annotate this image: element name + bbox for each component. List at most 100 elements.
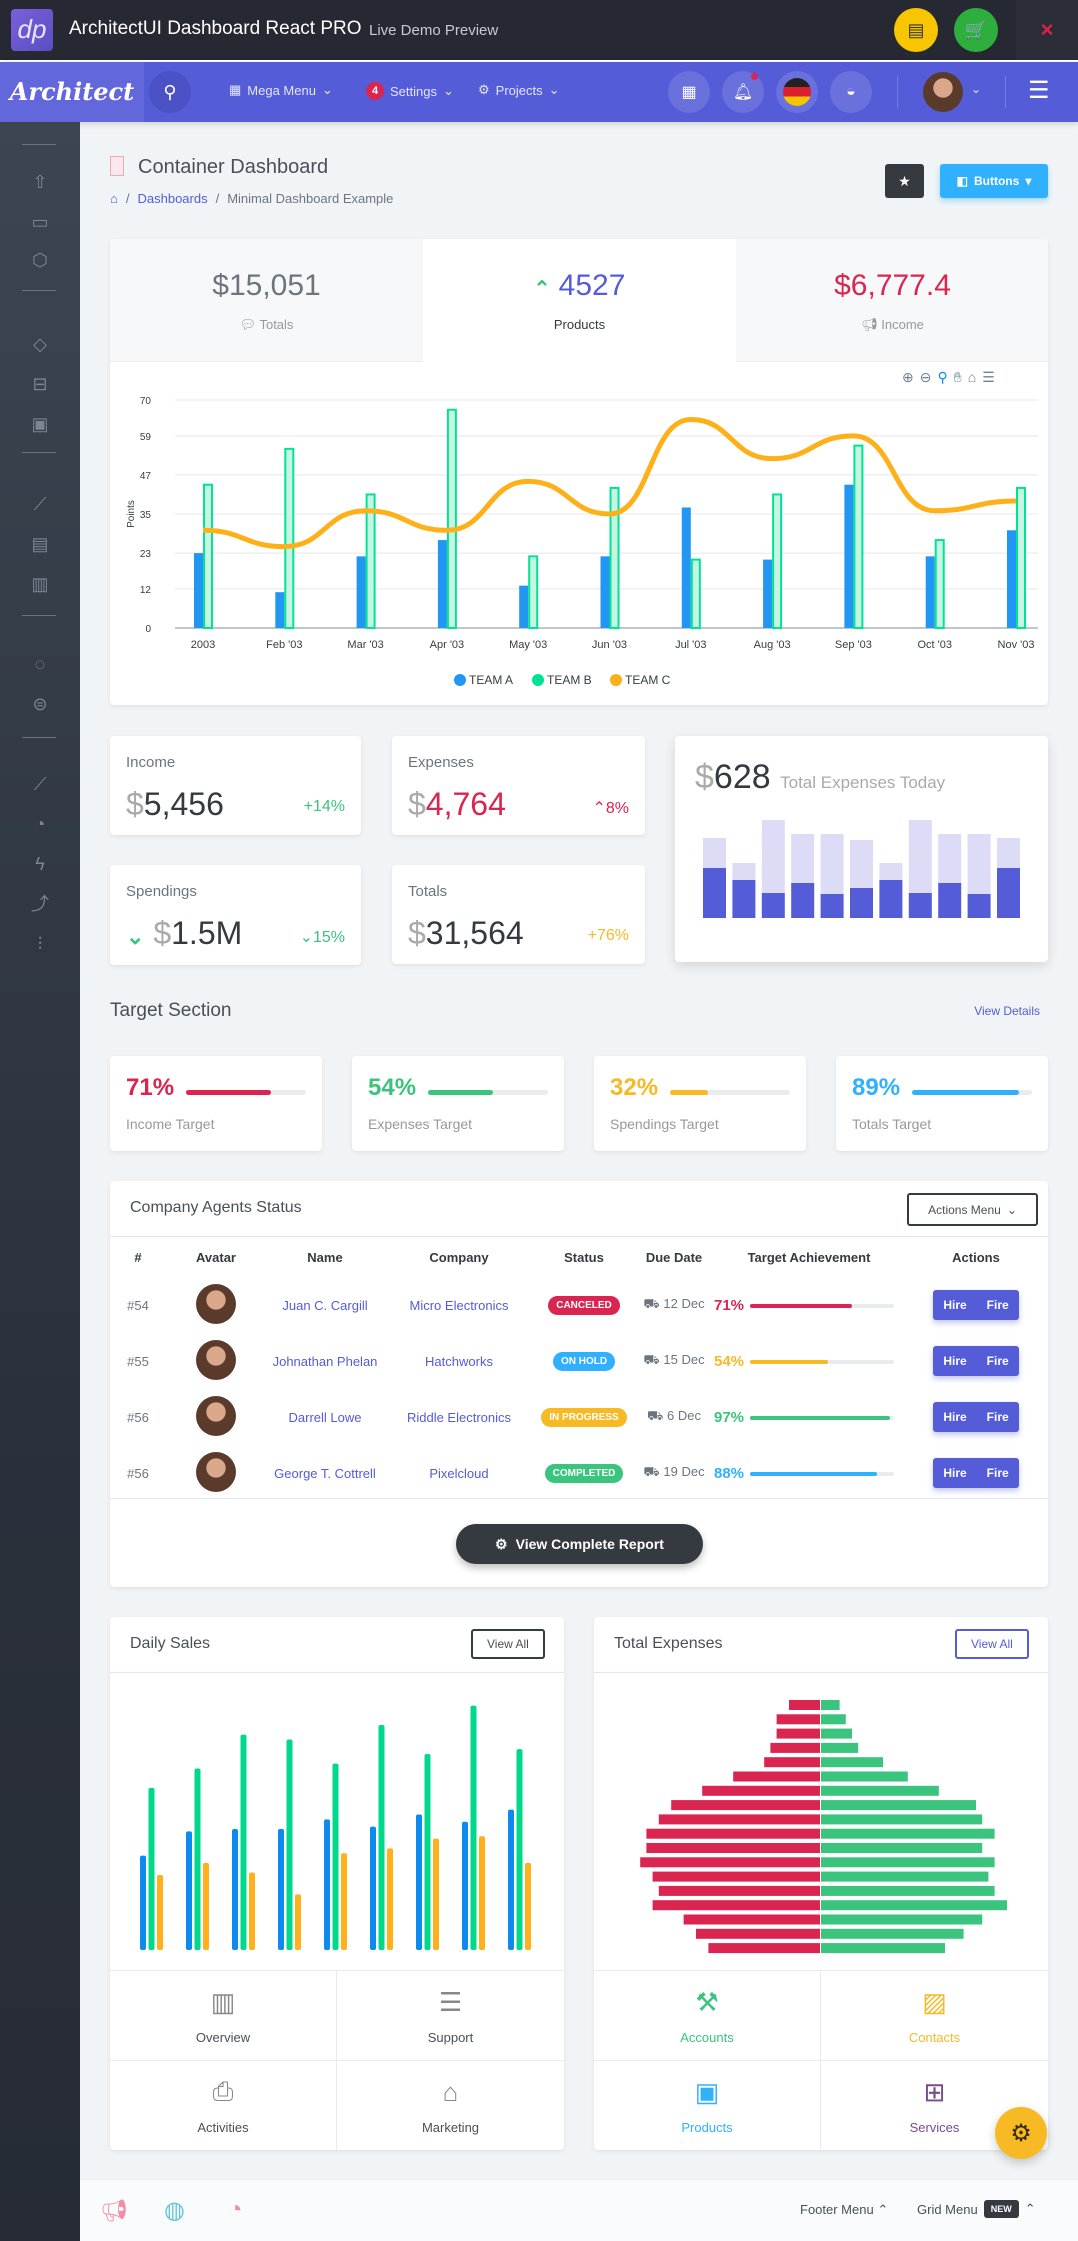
view-details-link[interactable]: View Details [974,1004,1040,1018]
company-link[interactable]: Pixelcloud [429,1465,489,1481]
view-complete-report-button[interactable]: ⚙ View Complete Report [456,1524,703,1564]
projects-menu[interactable]: ⚙ Projects ⌄ [478,82,560,98]
hire-button[interactable]: Hire [943,1410,967,1424]
bar-team-b[interactable] [772,493,783,629]
hire-button[interactable]: Hire [943,1298,967,1312]
legend-label[interactable]: TEAM C [625,673,671,687]
overview-cell[interactable]: ▥ Overview [110,1970,337,2060]
bar-team-b[interactable] [365,493,376,629]
docs-button[interactable]: ▤ [894,8,938,52]
theme-settings-button[interactable]: ⚙ [995,2107,1047,2159]
hire-button[interactable]: Hire [943,1354,967,1368]
megaphone-icon[interactable]: 📢︎ [100,2198,128,2223]
box-icon[interactable]: ⬡ [32,250,48,270]
mega-menu[interactable]: ▦ Mega Menu ⌄ [229,82,333,98]
bar-team-b[interactable] [690,558,701,630]
bar-team-b[interactable] [284,447,295,629]
zoom-out-icon[interactable]: ⊖ [919,369,932,385]
bar-team-a[interactable] [275,592,285,628]
menu-icon[interactable]: ☰ [982,369,995,385]
user-avatar[interactable] [923,72,963,112]
globe-icon[interactable]: ◍ [164,2197,185,2224]
company-link[interactable]: Riddle Electronics [406,1409,512,1425]
bar-team-b[interactable] [609,486,620,629]
window-icon[interactable]: ▭ [31,212,49,232]
contacts-cell[interactable]: ▨ Contacts [821,1970,1048,2060]
lightbulb-icon[interactable]: ◌ [34,654,46,674]
bar-team-a[interactable] [519,585,529,628]
services-cell[interactable]: ⊞ Services [821,2060,1048,2150]
agent-name-link[interactable]: Darrell Lowe [288,1409,362,1425]
tab-totals[interactable]: $15,051 💬︎ Totals [110,239,423,362]
diamond-icon[interactable]: ◇ [33,334,47,354]
company-link[interactable]: Micro Electronics [409,1297,509,1313]
settings-menu[interactable]: 4 Settings ⌄ [366,82,454,100]
marketing-cell[interactable]: ⌂ Marketing [337,2060,564,2150]
bar-team-a[interactable] [437,540,447,628]
gamepad-icon[interactable]: ⊜ [32,694,48,714]
agent-name-link[interactable]: Juan C. Cargill [282,1297,368,1313]
view-all-button[interactable]: View All [955,1629,1029,1659]
support-cell[interactable]: ☰ Support [337,1970,564,2060]
bar-team-b[interactable] [934,539,945,629]
home-icon[interactable]: ⌂ [110,191,118,206]
fire-button[interactable]: Fire [986,1466,1009,1480]
reset-home-icon[interactable]: ⌂ [967,369,977,385]
zoom-in-icon[interactable]: ⊕ [902,369,914,385]
bar-team-a[interactable] [925,556,935,628]
search-button[interactable]: ⚲ [149,71,191,113]
hire-button[interactable]: Hire [943,1466,967,1480]
legend-label[interactable]: TEAM A [469,673,513,687]
language-button[interactable] [776,71,818,113]
bar-team-a[interactable] [1007,530,1016,628]
bar-team-b[interactable] [1016,486,1026,629]
grid-button[interactable]: ▦ [668,71,710,113]
graph-icon[interactable]: ⟋ [33,494,47,514]
buttons-dropdown[interactable]: ◧ Buttons ▾ [940,164,1048,198]
close-button[interactable]: × [1016,0,1078,60]
bar-team-a[interactable] [356,556,366,628]
bar-team-b[interactable] [853,444,864,629]
company-link[interactable]: Hatchworks [425,1353,493,1369]
grid-menu[interactable]: Grid Menu NEW ⌃ [917,2200,1036,2218]
id-card-icon[interactable]: ▤ [31,534,49,554]
pie-chart-icon[interactable]: ◔ [228,2196,243,2223]
accounts-cell[interactable]: ⚒ Accounts [594,1970,821,2060]
bar-team-b[interactable] [203,483,213,629]
sliders-icon[interactable]: ⫶ [37,934,43,954]
app-logo[interactable]: Architect [0,62,144,122]
trend-icon[interactable]: ⤴ [31,894,49,914]
agent-name-link[interactable]: George T. Cottrell [274,1465,376,1481]
activities-cell[interactable]: ⎙ Activities [110,2060,337,2150]
chevron-down-icon[interactable]: ⌄ [971,82,982,96]
rocket-icon[interactable]: ⇧ [32,172,48,192]
view-all-button[interactable]: View All [471,1629,545,1659]
pie-chart-icon[interactable]: ◔ [34,814,46,834]
chart-line-icon[interactable]: ⟋ [33,774,47,794]
pan-icon[interactable]: ✋︎ [953,369,962,385]
bar-team-a[interactable] [194,553,203,628]
bar-team-b[interactable] [528,555,539,629]
display-icon[interactable]: ▥ [31,574,49,594]
presentation-icon[interactable]: ▣ [31,414,49,434]
notifications-button[interactable]: 🔔︎ [722,71,764,113]
hamburger-menu-icon[interactable]: ☰ [1028,77,1050,104]
tab-products[interactable]: ⌃ 4527 Products [423,239,736,362]
bar-team-a[interactable] [600,556,610,628]
bar-team-a[interactable] [763,559,773,628]
products-cell[interactable]: ▣ Products [594,2060,821,2150]
lightning-icon[interactable]: ϟ [35,854,45,874]
actions-menu-button[interactable]: Actions Menu ⌄ [907,1193,1038,1226]
breadcrumb-dashboards[interactable]: Dashboards [137,191,208,206]
agent-name-link[interactable]: Johnathan Phelan [272,1353,378,1369]
zoom-select-icon[interactable]: ⚲ [937,369,948,385]
buy-button[interactable]: 🛒 [954,8,998,52]
favorite-button[interactable]: ★ [885,164,924,198]
footer-menu[interactable]: Footer Menu ⌃ [800,2202,888,2218]
bar-team-a[interactable] [844,484,854,628]
legend-label[interactable]: TEAM B [547,673,592,687]
bar-team-b[interactable] [446,408,457,630]
bar-team-a[interactable] [681,507,691,628]
activity-button[interactable]: ◒ [830,71,872,113]
tab-income[interactable]: $6,777.4 📢︎ Income [736,239,1048,362]
